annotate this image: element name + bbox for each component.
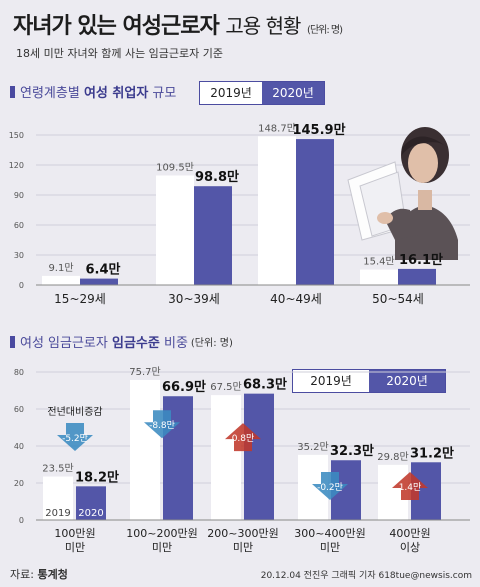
x-tick-label: 50~54세 bbox=[372, 292, 424, 306]
bar-2019 bbox=[211, 395, 241, 520]
subtitle: 18세 미만 자녀와 함께 사는 임금근로자 기준 bbox=[16, 47, 224, 60]
chart-wage-level: 02040608023.5만18.2만-5.2만100만원미만75.7만66.9… bbox=[14, 366, 470, 554]
source-name: 통계청 bbox=[37, 568, 68, 581]
x-tick-label: 40~49세 bbox=[270, 292, 322, 306]
arrow-down-icon bbox=[312, 472, 348, 500]
x-tick-label: 100~200만원 bbox=[126, 527, 197, 540]
x-tick-label: 미만 bbox=[320, 541, 340, 554]
section1-bold: 여성 취업자 bbox=[83, 86, 149, 101]
source-label: 자료: bbox=[10, 568, 34, 581]
legend-2020: 2020년 bbox=[369, 370, 445, 392]
x-tick-label: 200~300만원 bbox=[207, 527, 278, 540]
data-label-2019: 23.5만 bbox=[42, 463, 73, 475]
y-tick-label: 60 bbox=[14, 405, 24, 414]
y-tick-label: 0 bbox=[19, 281, 24, 290]
data-label-2020: 31.2만 bbox=[410, 445, 454, 461]
arrow-up-icon bbox=[225, 423, 261, 452]
section2-bold: 임금수준 bbox=[112, 336, 160, 351]
section1-lead: 연령계층별 bbox=[20, 86, 80, 101]
data-label-2020: 6.4만 bbox=[86, 262, 121, 278]
y-tick-label: 80 bbox=[14, 368, 24, 377]
bar-2020 bbox=[244, 393, 274, 520]
data-label-2019: 15.4만 bbox=[363, 256, 394, 268]
x-tick-label: 미만 bbox=[233, 541, 253, 554]
bar-2019 bbox=[42, 275, 80, 285]
x-tick-label: 300~400만원 bbox=[294, 527, 365, 540]
x-tick-label: 이상 bbox=[400, 541, 420, 554]
x-tick-label: 30~39세 bbox=[168, 292, 220, 306]
data-label-2020: 18.2만 bbox=[75, 469, 119, 485]
x-tick-label: 400만원 bbox=[389, 527, 430, 540]
title-main-text: 자녀가 있는 여성근로자 bbox=[13, 14, 220, 39]
y-tick-label: 120 bbox=[9, 161, 24, 170]
arrow-down-icon bbox=[57, 423, 93, 451]
data-label-2019: 148.7만 bbox=[258, 122, 296, 134]
arrow-up-icon bbox=[392, 472, 428, 500]
data-label-2019: 9.1만 bbox=[48, 262, 73, 274]
bar-2019 bbox=[156, 175, 194, 285]
section-marker-icon bbox=[10, 85, 15, 98]
section1-header: 연령계층별 여성 취업자 규모 bbox=[10, 82, 176, 101]
y-tick-label: 30 bbox=[14, 251, 24, 260]
section2-unit: (단위: 명) bbox=[190, 338, 233, 349]
legend-1: 2019년 2020년 bbox=[199, 81, 325, 105]
legend-2020: 2020년 bbox=[262, 82, 324, 104]
data-label-2020: 68.3만 bbox=[243, 377, 287, 393]
page-title: 자녀가 있는 여성근로자 고용 현황 (단위: 명) bbox=[13, 8, 343, 40]
bar-2020 bbox=[76, 486, 106, 520]
data-label-2020: 98.8만 bbox=[195, 169, 239, 185]
title-sub-text: 고용 현황 bbox=[225, 14, 301, 38]
y-tick-label: 150 bbox=[9, 131, 24, 140]
year-label-2019: 2019 bbox=[45, 508, 70, 519]
change-label: 0.8만 bbox=[232, 433, 255, 444]
bar-2019 bbox=[130, 379, 160, 520]
bar-2019 bbox=[43, 476, 73, 520]
bar-2020 bbox=[398, 268, 436, 285]
section2-lead: 여성 임금근로자 bbox=[20, 336, 108, 351]
year-label-2020: 2020 bbox=[78, 508, 103, 519]
legend-2019: 2019년 bbox=[200, 82, 262, 104]
bar-2020 bbox=[80, 278, 118, 285]
bar-2019 bbox=[360, 269, 398, 285]
data-label-2020: 145.9만 bbox=[292, 122, 345, 138]
x-tick-label: 100만원 bbox=[54, 527, 95, 540]
data-label-2019: 75.7만 bbox=[129, 366, 160, 378]
x-tick-label: 15~29세 bbox=[54, 292, 106, 306]
x-tick-label: 미만 bbox=[152, 541, 172, 554]
source: 자료: 통계청 bbox=[10, 566, 68, 582]
x-tick-label: 미만 bbox=[65, 541, 85, 554]
data-label-2019: 29.8만 bbox=[377, 451, 408, 463]
woman-illustration bbox=[347, 127, 458, 260]
y-tick-label: 40 bbox=[14, 442, 24, 451]
change-label: 1.4만 bbox=[399, 482, 422, 493]
data-label-2020: 66.9만 bbox=[162, 379, 206, 395]
y-tick-label: 20 bbox=[14, 479, 24, 488]
y-tick-label: 60 bbox=[14, 221, 24, 230]
section2-header: 여성 임금근로자 임금수준 비중 (단위: 명) bbox=[10, 332, 233, 351]
change-label: -5.2만 bbox=[62, 433, 88, 444]
bar-2020 bbox=[194, 186, 232, 285]
legend-2019: 2019년 bbox=[293, 370, 369, 392]
section1-tail: 규모 bbox=[152, 86, 177, 101]
y-tick-label: 0 bbox=[19, 516, 24, 525]
title-unit: (단위: 명) bbox=[307, 25, 343, 36]
bar-2019 bbox=[258, 136, 296, 285]
data-label-2019: 109.5만 bbox=[156, 162, 194, 174]
section2-tail: 비중 bbox=[163, 336, 188, 351]
section-marker-icon bbox=[10, 335, 15, 348]
data-label-2020: 32.3만 bbox=[330, 443, 374, 459]
arrow-down-icon bbox=[144, 410, 180, 439]
bar-2020 bbox=[296, 139, 334, 285]
change-label: -8.8만 bbox=[149, 420, 175, 431]
data-label-2019: 35.2만 bbox=[297, 441, 328, 453]
change-label: -0.2만 bbox=[317, 482, 343, 493]
credit: 20.12.04 전진우 그래픽 기자 618tue@newsis.com bbox=[260, 571, 472, 581]
legend-2: 2019년 2020년 bbox=[292, 369, 446, 393]
change-annotation-label: 전년대비증감 bbox=[47, 406, 102, 418]
data-label-2020: 16.1만 bbox=[399, 252, 443, 268]
data-label-2019: 67.5만 bbox=[210, 381, 241, 393]
y-tick-label: 90 bbox=[14, 191, 24, 200]
